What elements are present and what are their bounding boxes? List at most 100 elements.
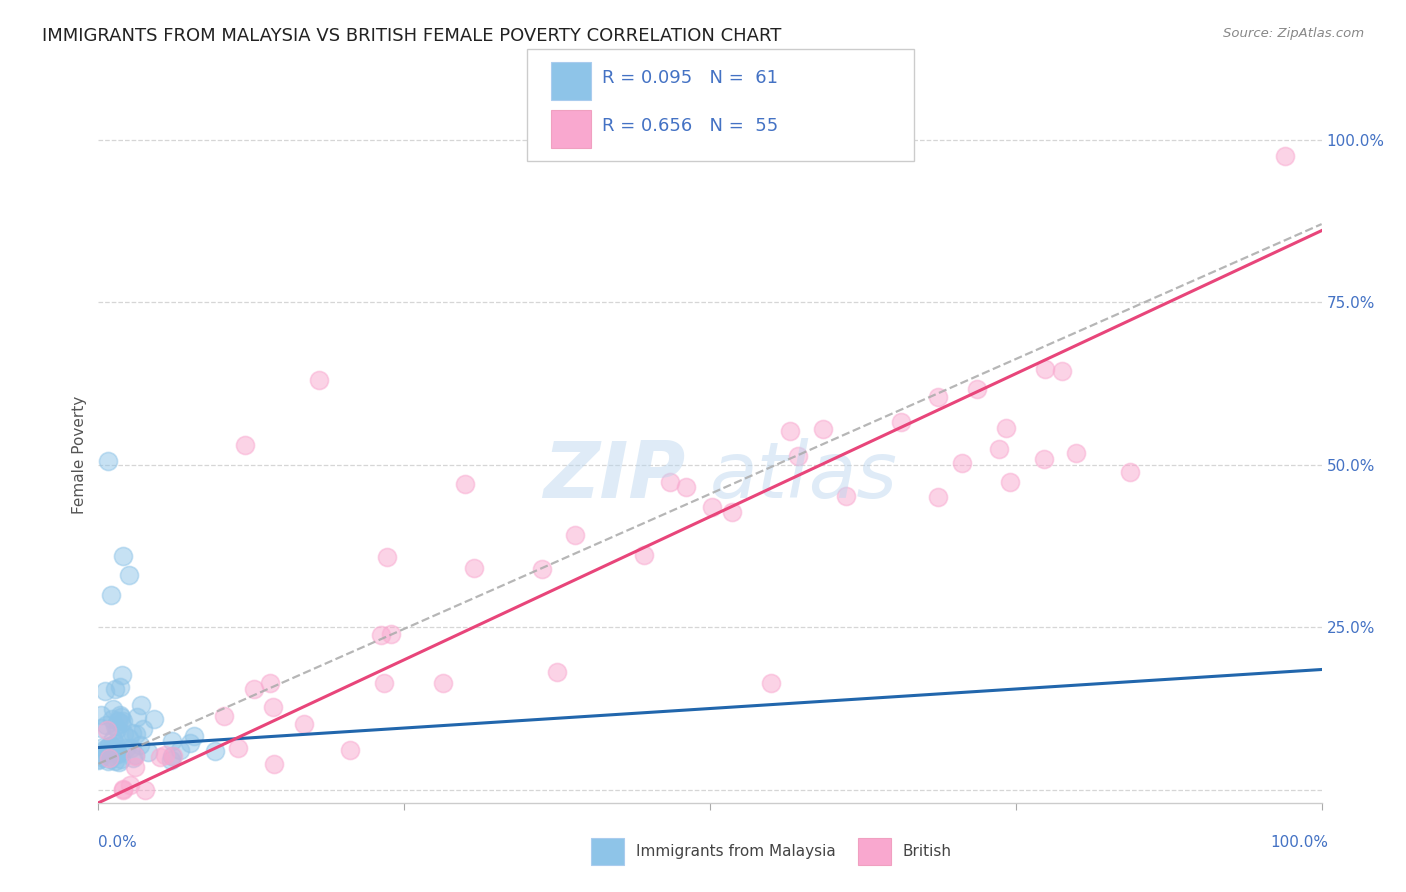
Point <box>118 568 141 582</box>
Point <box>160 749 183 764</box>
Point <box>835 489 858 503</box>
Point <box>105 746 128 760</box>
Point <box>308 373 330 387</box>
Point <box>380 627 402 641</box>
Point <box>228 740 250 755</box>
Y-axis label: Female Poverty: Female Poverty <box>72 396 87 514</box>
Point <box>100 588 122 602</box>
Point <box>110 710 132 724</box>
Point <box>160 753 183 767</box>
Point <box>889 416 911 430</box>
Point <box>212 709 235 723</box>
Point <box>108 680 131 694</box>
Point <box>160 733 183 747</box>
Point <box>243 682 266 697</box>
Text: R = 0.095   N =  61: R = 0.095 N = 61 <box>602 70 778 87</box>
Point <box>1032 451 1054 466</box>
Point <box>97 454 120 468</box>
Point <box>101 739 124 754</box>
Point <box>101 732 124 747</box>
Point <box>121 725 143 739</box>
Point <box>1033 361 1056 376</box>
Point <box>233 438 256 452</box>
Point <box>98 751 121 765</box>
Point <box>101 702 124 716</box>
Point <box>370 628 392 642</box>
Point <box>927 490 949 504</box>
Point <box>107 747 129 762</box>
Point <box>153 747 176 762</box>
Point <box>93 742 115 756</box>
Point <box>432 675 454 690</box>
Point <box>1274 149 1296 163</box>
Point <box>132 722 155 736</box>
Point <box>950 456 973 470</box>
Point <box>786 449 808 463</box>
Point <box>129 698 152 712</box>
Point <box>104 736 127 750</box>
Point <box>115 741 138 756</box>
Text: ZIP: ZIP <box>543 438 686 514</box>
Point <box>97 739 120 753</box>
Point <box>111 549 134 563</box>
Point <box>927 390 949 404</box>
Point <box>702 500 724 514</box>
Point <box>988 442 1011 456</box>
Point <box>134 782 156 797</box>
Point <box>1066 446 1088 460</box>
Point <box>127 710 149 724</box>
Point <box>1050 364 1073 378</box>
Point <box>531 562 554 576</box>
Point <box>292 716 315 731</box>
Point <box>105 744 128 758</box>
Point <box>96 717 118 731</box>
Point <box>108 755 131 769</box>
Point <box>104 681 127 696</box>
Point <box>94 683 117 698</box>
Point <box>128 739 150 753</box>
Point <box>124 760 146 774</box>
Point <box>111 714 134 728</box>
Point <box>136 745 159 759</box>
Point <box>263 757 285 772</box>
Point <box>721 505 744 519</box>
Point <box>96 723 118 738</box>
Text: 0.0%: 0.0% <box>98 836 138 850</box>
Point <box>183 730 205 744</box>
Point <box>966 382 988 396</box>
Text: Immigrants from Malaysia: Immigrants from Malaysia <box>636 845 835 859</box>
Point <box>659 475 682 489</box>
Point <box>111 782 134 797</box>
Point <box>94 746 117 760</box>
Point <box>101 739 124 754</box>
Point <box>87 753 110 767</box>
Point <box>454 477 477 491</box>
Point <box>97 739 120 754</box>
Point <box>100 713 122 727</box>
Point <box>162 748 184 763</box>
Point <box>811 422 834 436</box>
Point <box>120 779 142 793</box>
Point <box>169 743 191 757</box>
Point <box>339 742 361 756</box>
Text: 100.0%: 100.0% <box>1271 836 1329 850</box>
Point <box>112 782 135 797</box>
Point <box>112 727 135 741</box>
Point <box>262 699 284 714</box>
Point <box>564 528 586 542</box>
Point <box>122 751 145 765</box>
Point <box>91 740 114 755</box>
Point <box>149 750 172 764</box>
Point <box>143 712 166 726</box>
Point <box>998 475 1021 490</box>
Text: R = 0.656   N =  55: R = 0.656 N = 55 <box>602 118 778 136</box>
Point <box>97 755 120 769</box>
Point <box>779 424 801 438</box>
Point <box>89 722 111 736</box>
Point <box>124 748 146 763</box>
Point <box>108 707 131 722</box>
Point <box>675 480 697 494</box>
Point <box>259 676 281 690</box>
Point <box>633 548 655 562</box>
Point <box>463 561 485 575</box>
